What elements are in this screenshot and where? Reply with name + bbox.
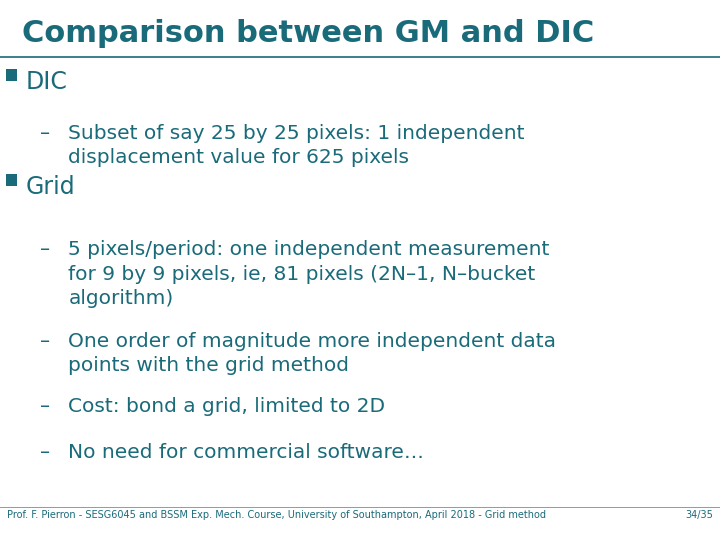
Text: –: –: [40, 397, 50, 416]
FancyBboxPatch shape: [6, 174, 17, 186]
Text: 5 pixels/period: one independent measurement
for 9 by 9 pixels, ie, 81 pixels (2: 5 pixels/period: one independent measure…: [68, 240, 550, 308]
Text: –: –: [40, 124, 50, 143]
Text: –: –: [40, 240, 50, 259]
Text: 34/35: 34/35: [685, 510, 713, 521]
Text: Subset of say 25 by 25 pixels: 1 independent
displacement value for 625 pixels: Subset of say 25 by 25 pixels: 1 indepen…: [68, 124, 525, 167]
Text: Cost: bond a grid, limited to 2D: Cost: bond a grid, limited to 2D: [68, 397, 385, 416]
Text: Prof. F. Pierron - SESG6045 and BSSM Exp. Mech. Course, University of Southampto: Prof. F. Pierron - SESG6045 and BSSM Exp…: [7, 510, 546, 521]
FancyBboxPatch shape: [6, 69, 17, 81]
Text: Comparison between GM and DIC: Comparison between GM and DIC: [22, 19, 594, 48]
Text: Grid: Grid: [25, 176, 75, 199]
Text: –: –: [40, 443, 50, 462]
Text: One order of magnitude more independent data
points with the grid method: One order of magnitude more independent …: [68, 332, 557, 375]
Text: DIC: DIC: [25, 70, 67, 94]
Text: No need for commercial software…: No need for commercial software…: [68, 443, 424, 462]
Text: –: –: [40, 332, 50, 351]
